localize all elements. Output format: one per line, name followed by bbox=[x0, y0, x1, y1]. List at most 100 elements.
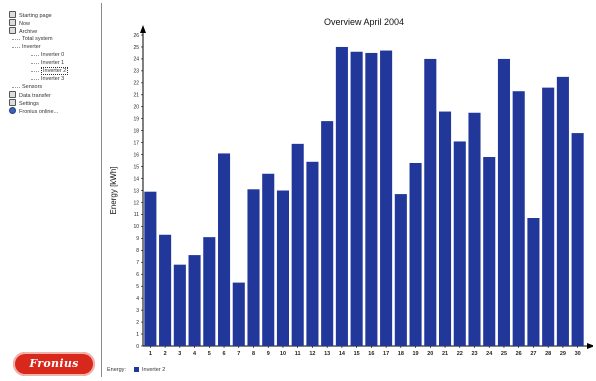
sidebar-item-label: Data transfer bbox=[19, 93, 51, 99]
sidebar-item-label: Starting page bbox=[19, 13, 52, 19]
x-tick-label: 14 bbox=[339, 351, 346, 357]
y-tick-label: 11 bbox=[134, 212, 139, 218]
bar bbox=[306, 161, 319, 346]
chart-legend: Energy: Inverter 2 bbox=[107, 367, 165, 373]
chart-title: Overview April 2004 bbox=[324, 17, 404, 27]
sidebar-item[interactable]: Settings bbox=[9, 99, 101, 107]
legend-series-label: Inverter 2 bbox=[142, 367, 166, 373]
chart-panel: Overview April 2004 Energy [kWh] 0 1 2 3 4 5 6 7 8… bbox=[101, 3, 593, 378]
x-tick-label: 10 bbox=[280, 351, 286, 357]
navigation-tree: Starting page Now Archive Total system Inver… bbox=[9, 11, 101, 115]
bar bbox=[291, 143, 304, 346]
sidebar-item[interactable]: Sensors bbox=[9, 83, 101, 91]
y-tick-label: 17 bbox=[133, 140, 139, 146]
sidebar-item-label: Inverter 2 bbox=[41, 67, 69, 75]
sidebar-item[interactable]: Fronius online... bbox=[9, 107, 101, 115]
bar bbox=[512, 91, 525, 346]
sidebar-item-label: Fronius online... bbox=[19, 109, 59, 115]
x-axis-arrow bbox=[587, 343, 593, 349]
bar bbox=[335, 46, 348, 346]
sidebar-item[interactable]: Inverter 0 bbox=[9, 51, 101, 59]
archive-icon bbox=[9, 27, 16, 34]
sidebar-item[interactable]: Starting page bbox=[9, 11, 101, 19]
x-tick-label: 18 bbox=[398, 351, 404, 357]
x-tick-label: 19 bbox=[413, 351, 419, 357]
x-tick-label: 29 bbox=[560, 351, 566, 357]
bar bbox=[203, 237, 216, 346]
sidebar-item-label: Inverter bbox=[22, 44, 41, 50]
bar bbox=[468, 112, 481, 346]
sidebar-item-label: Inverter 1 bbox=[41, 60, 65, 66]
bar bbox=[542, 87, 555, 346]
x-tick-label: 17 bbox=[383, 351, 389, 357]
sidebar-item[interactable]: Inverter 2 bbox=[9, 67, 101, 75]
bar bbox=[424, 58, 437, 347]
globe-icon bbox=[9, 107, 16, 114]
bar bbox=[247, 189, 260, 346]
sidebar-item-label: Settings bbox=[19, 101, 39, 107]
sidebar-item[interactable]: Now bbox=[9, 19, 101, 27]
sidebar-item-label: Sensors bbox=[22, 84, 43, 90]
x-tick-label: 20 bbox=[427, 351, 433, 357]
x-tick-label: 13 bbox=[324, 351, 330, 357]
y-tick-label: 8 bbox=[136, 248, 139, 254]
y-tick-label: 13 bbox=[133, 188, 139, 194]
x-tick-label: 25 bbox=[501, 351, 507, 357]
sidebar-item[interactable]: Archive bbox=[9, 27, 101, 35]
x-tick-label: 9 bbox=[267, 351, 270, 357]
x-tick-label: 27 bbox=[530, 351, 536, 357]
bar bbox=[556, 76, 569, 346]
y-tick-label: 10 bbox=[133, 224, 139, 230]
sidebar-item[interactable]: Total system bbox=[9, 35, 101, 43]
x-tick-label: 6 bbox=[223, 351, 226, 357]
y-tick-label: 23 bbox=[133, 69, 139, 75]
x-tick-label: 2 bbox=[164, 351, 167, 357]
sidebar-item[interactable]: Inverter bbox=[9, 43, 101, 51]
x-tick-label: 7 bbox=[237, 351, 240, 357]
sidebar-item[interactable]: Data transfer bbox=[9, 91, 101, 99]
sidebar-item[interactable]: Inverter 3 bbox=[9, 75, 101, 83]
clock-icon bbox=[9, 19, 16, 26]
x-tick-label: 4 bbox=[193, 351, 197, 357]
y-tick-label: 3 bbox=[136, 308, 139, 314]
bar bbox=[262, 173, 275, 346]
y-tick-label: 6 bbox=[136, 272, 139, 278]
bar bbox=[276, 190, 290, 346]
y-tick-label: 0 bbox=[136, 344, 139, 350]
sidebar-item-label: Archive bbox=[19, 29, 38, 35]
y-tick-label: 21 bbox=[133, 93, 139, 99]
y-tick-label: 5 bbox=[136, 284, 139, 290]
y-axis-arrow bbox=[140, 25, 146, 33]
x-tick-label: 12 bbox=[309, 351, 315, 357]
navigation-sidebar: Starting page Now Archive Total system Inver… bbox=[3, 3, 102, 377]
x-tick-label: 15 bbox=[354, 351, 360, 357]
bar bbox=[159, 234, 172, 346]
x-tick-label: 5 bbox=[208, 351, 211, 357]
bar bbox=[321, 121, 334, 346]
home-icon bbox=[9, 11, 16, 18]
bar bbox=[409, 162, 422, 346]
bar bbox=[497, 58, 511, 347]
sidebar-item-label: Total system bbox=[22, 36, 53, 42]
x-tick-label: 26 bbox=[516, 351, 522, 357]
bar bbox=[188, 255, 201, 346]
y-tick-label: 18 bbox=[133, 128, 139, 134]
x-tick-label: 11 bbox=[295, 351, 301, 357]
y-tick-label: 20 bbox=[133, 105, 139, 111]
x-tick-label: 21 bbox=[442, 351, 448, 357]
fronius-logo: Fronius bbox=[13, 352, 95, 376]
sidebar-item[interactable]: Inverter 1 bbox=[9, 59, 101, 67]
y-tick-label: 24 bbox=[133, 57, 139, 63]
bar bbox=[483, 157, 496, 346]
y-tick-label: 9 bbox=[136, 236, 139, 242]
bar bbox=[144, 191, 157, 346]
y-tick-label: 26 bbox=[133, 33, 139, 39]
bar bbox=[380, 50, 393, 347]
logo-text: Fronius bbox=[29, 357, 79, 370]
x-tick-label: 30 bbox=[575, 351, 581, 357]
bar bbox=[453, 141, 466, 346]
legend-swatch bbox=[133, 367, 139, 372]
bar bbox=[571, 133, 584, 346]
sidebar-item-label: Inverter 3 bbox=[41, 76, 65, 82]
